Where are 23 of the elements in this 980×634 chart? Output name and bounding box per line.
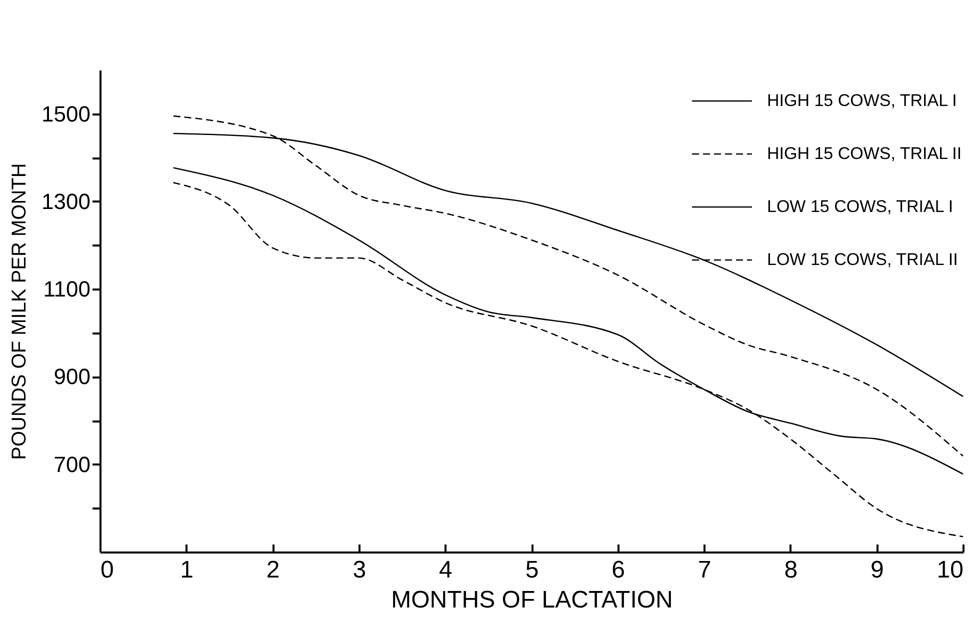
x-tick-label: 4 [439,556,452,584]
x-tick-label: 5 [525,556,539,584]
legend-label: HIGH 15 COWS, TRIAL II [767,144,962,163]
y-axis-title: POUNDS OF MILK PER MONTH [8,163,31,460]
x-tick-label: 8 [784,556,798,584]
x-tick-label: 2 [266,556,280,584]
legend-label: LOW 15 COWS, TRIAL II [767,250,958,269]
x-tick-label: 10 [936,556,964,584]
line-series [172,115,964,457]
legend-label: HIGH 15 COWS, TRIAL I [767,91,957,110]
legend-label: LOW 15 COWS, TRIAL I [767,197,954,216]
x-tick-label: 7 [698,556,712,584]
y-tick-label: 1100 [43,276,90,302]
y-tick-label: 1500 [42,101,90,126]
x-tick-label: 3 [352,556,366,584]
x-tick-label: 0 [100,556,114,584]
y-tick-label: 1300 [42,188,90,214]
x-tick-label: 9 [870,556,884,584]
y-tick-label: 900 [54,364,90,390]
y-tick-label: 700 [54,452,90,477]
x-tick-label: 1 [180,556,194,584]
x-axis-title: MONTHS OF LACTATION [391,586,673,614]
x-tick-label: 6 [612,556,625,584]
